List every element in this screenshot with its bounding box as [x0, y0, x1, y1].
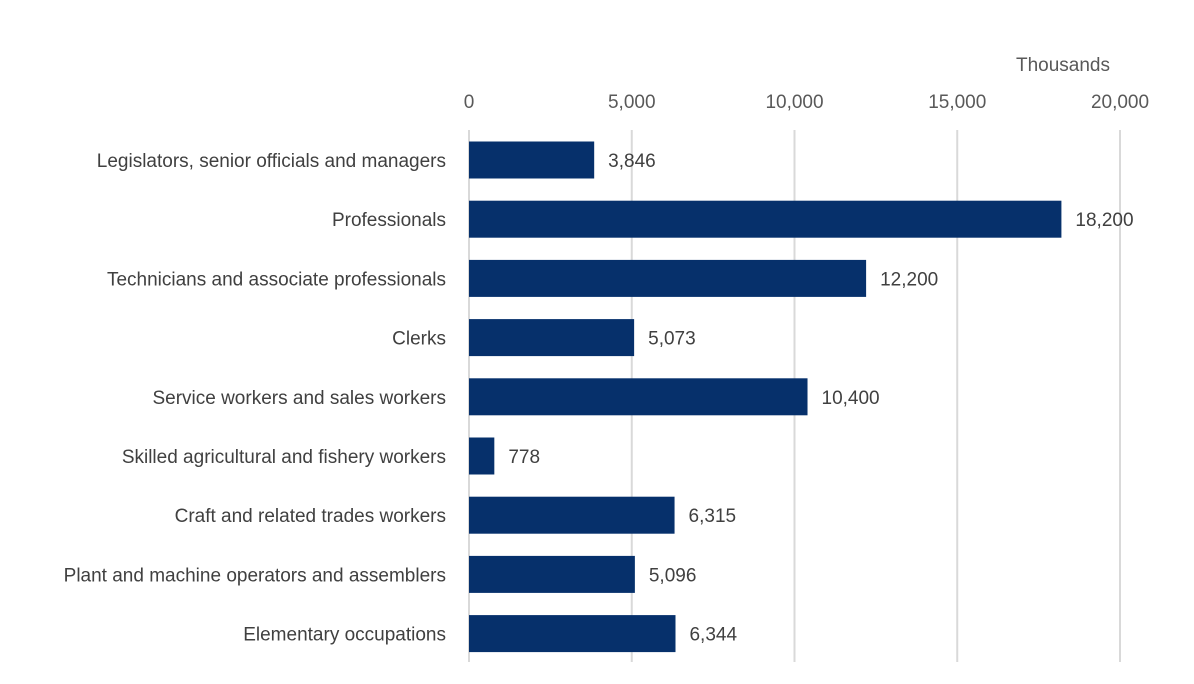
bar	[469, 378, 808, 416]
data-label: 5,096	[649, 565, 697, 586]
data-label: 5,073	[648, 329, 696, 350]
bar	[469, 259, 867, 297]
x-tick-label: 15,000	[928, 92, 986, 113]
category-label: Skilled agricultural and fishery workers	[122, 447, 446, 468]
category-label: Plant and machine operators and assemble…	[64, 565, 446, 586]
bar	[469, 437, 495, 475]
x-axis-ticks: 0 5,000 10,000 15,000 20,000	[464, 92, 1149, 113]
bar	[469, 141, 595, 179]
category-label: Technicians and associate professionals	[107, 269, 446, 290]
data-label: 12,200	[880, 269, 938, 290]
category-label: Craft and related trades workers	[175, 506, 446, 527]
x-tick-label: 5,000	[608, 92, 656, 113]
x-tick-label: 0	[464, 92, 475, 113]
data-label: 6,315	[689, 506, 737, 527]
data-label: 6,344	[689, 625, 737, 646]
data-label: 778	[508, 447, 540, 468]
x-tick-label: 10,000	[765, 92, 823, 113]
x-tick-label: 20,000	[1091, 92, 1149, 113]
data-label: 3,846	[608, 151, 656, 172]
data-label: 10,400	[822, 388, 880, 409]
bars	[469, 141, 1062, 653]
bar	[469, 615, 676, 653]
bar	[469, 200, 1062, 238]
category-label: Elementary occupations	[243, 625, 446, 646]
category-label: Professionals	[332, 210, 446, 231]
bar	[469, 496, 675, 534]
category-labels: Legislators, senior officials and manage…	[64, 151, 446, 646]
data-labels: 3,846 18,200 12,200 5,073 10,400 778 6,315 5,09…	[508, 151, 1133, 646]
category-label: Service workers and sales workers	[152, 388, 446, 409]
axis-unit-label: Thousands	[1016, 55, 1110, 76]
category-label: Legislators, senior officials and manage…	[97, 151, 446, 172]
data-label: 18,200	[1075, 210, 1133, 231]
category-label: Clerks	[392, 329, 446, 350]
bar	[469, 319, 635, 357]
bar	[469, 555, 635, 593]
